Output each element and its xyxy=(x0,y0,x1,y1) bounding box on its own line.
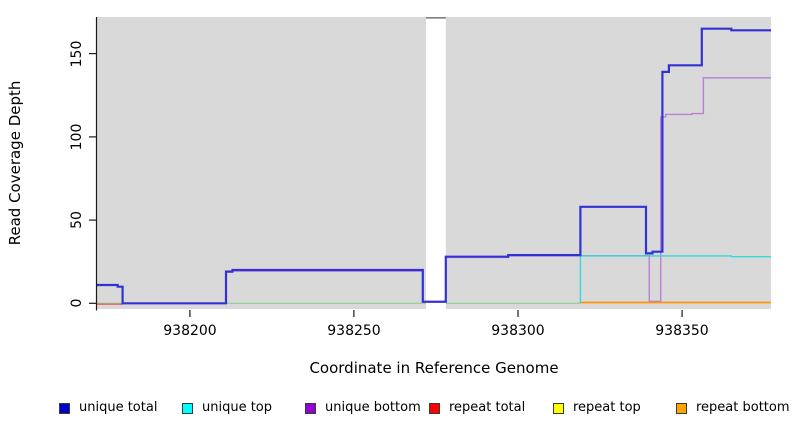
repeat-total-swatch-icon xyxy=(429,402,440,414)
unique-top-swatch-icon xyxy=(182,402,193,414)
unique-bottom-swatch-icon xyxy=(305,402,316,414)
x-axis-title: Coordinate in Reference Genome xyxy=(309,359,559,377)
y-tick-label: 100 xyxy=(69,123,85,151)
x-tick-label: 938350 xyxy=(655,323,709,339)
repeat-bottom-swatch-icon xyxy=(676,402,687,414)
y-tick-label: 0 xyxy=(69,298,85,308)
legend-label: unique total xyxy=(79,400,158,415)
y-tick-label: 150 xyxy=(69,40,85,68)
legend-item-unique-bottom: unique bottom xyxy=(305,399,421,417)
legend-item-unique-total: unique total xyxy=(59,399,157,417)
legend-label: repeat top xyxy=(573,400,641,415)
y-axis-title: Read Coverage Depth xyxy=(6,80,24,246)
series-unique-top xyxy=(579,255,771,304)
series-unique-total xyxy=(97,27,771,305)
x-tick-label: 938250 xyxy=(327,323,381,339)
legend-item-unique-top: unique top xyxy=(182,399,272,417)
legend-item-repeat-total: repeat total xyxy=(429,399,525,417)
repeat-top-swatch-icon xyxy=(553,402,564,414)
legend-label: unique bottom xyxy=(325,400,421,415)
x-tick-label: 938300 xyxy=(491,323,545,339)
legend-label: repeat bottom xyxy=(696,400,790,415)
unique-total-swatch-icon xyxy=(59,402,70,414)
legend-item-repeat-top: repeat top xyxy=(553,399,641,417)
legend-item-repeat-bottom: repeat bottom xyxy=(676,399,790,417)
legend-label: repeat total xyxy=(449,400,526,415)
coverage-gap-region xyxy=(426,18,446,309)
legend-label: unique top xyxy=(202,400,273,415)
y-tick-label: 50 xyxy=(69,211,85,229)
x-tick-label: 938200 xyxy=(163,323,217,339)
